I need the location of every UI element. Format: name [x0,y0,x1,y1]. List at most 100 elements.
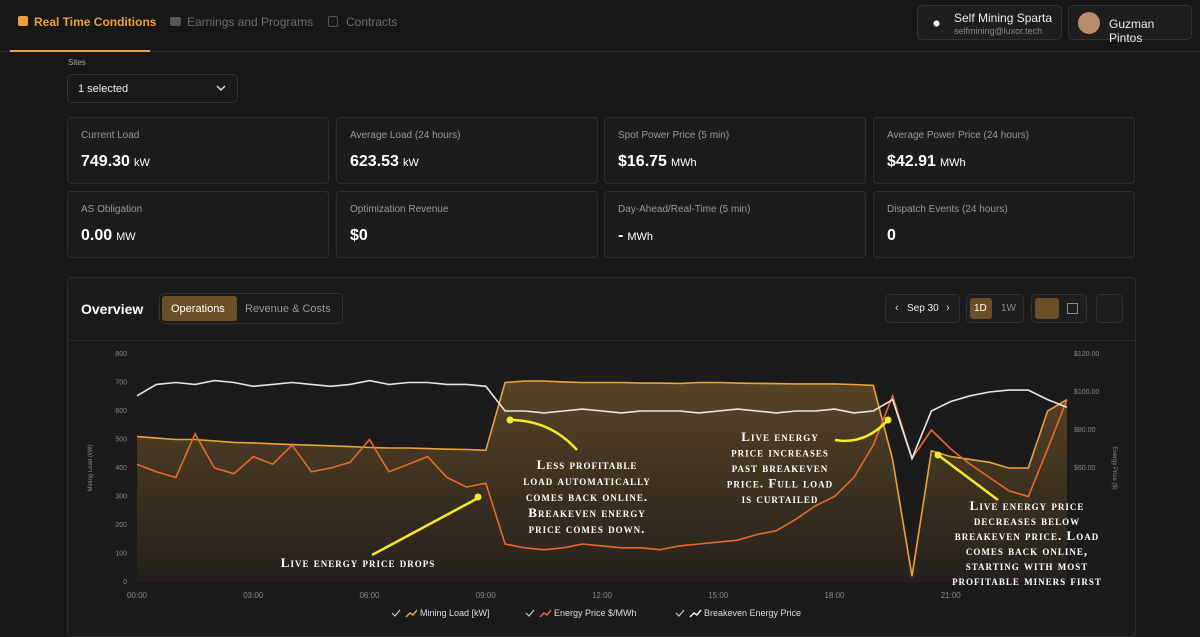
stat-card: Spot Power Price (5 min) $16.75 MWh [604,117,866,184]
annotation-text: profitable miners first [952,573,1102,588]
legend-swatch [539,609,552,618]
legend-swatch [405,609,418,618]
annotation-text: breakeven price. Load [955,528,1099,543]
tab[interactable]: Real Time Conditions [34,15,157,29]
annotation-arrow [509,418,578,451]
series-line [136,379,1068,461]
stat-number: $42.91 [887,153,936,170]
account-name: Self Mining Sparta [954,11,1053,25]
stat-card: Average Load (24 hours) 623.53 kW [336,117,598,184]
date-nav[interactable]: ‹ Sep 30 › [885,294,960,323]
top-bar: Real Time Conditions Earnings and Progra… [0,0,1200,52]
y2-tick-label: $100.00 [1074,389,1099,396]
arrow-head [884,416,892,424]
account-email: selfmining@luxor.tech [954,26,1043,36]
view-tab[interactable]: Operations [171,303,225,315]
x-tick-label: 03:00 [243,591,264,600]
legend-check [391,609,401,617]
stat-card: Average Power Price (24 hours) $42.91 MWh [873,117,1135,184]
tab-icon [18,16,28,26]
sites-label: Sites [68,58,86,67]
y-tick-label: 600 [115,408,127,415]
annotation-text: Less profitable [537,457,638,472]
y-axis-title: Mining Load (kW) [88,444,94,491]
prev[interactable]: ‹ [895,302,899,314]
display-toggle [1031,294,1087,323]
stat-card: Day-Ahead/Real-Time (5 min) - MWh [604,191,866,258]
y2-tick-label: $80.00 [1074,427,1096,434]
stat-value: 0 [887,227,896,245]
tab-icon [170,17,181,26]
stat-card: Optimization Revenue $0 [336,191,598,258]
table-view[interactable] [1067,303,1078,314]
annotation-text: price. Full load [727,476,833,491]
x-tick-label: 00:00 [127,591,148,600]
stat-value: 749.30 kW [81,153,150,171]
active-tab-indicator [10,50,150,52]
y-tick-label: 200 [115,522,127,529]
legend-label: Mining Load [kW] [420,608,490,618]
stat-value: $0 [350,227,368,245]
stat-label: Day-Ahead/Real-Time (5 min) [618,204,751,215]
sites-select[interactable]: 1 selected [67,74,238,103]
view-tabs: Operations Revenue & Costs [159,293,343,324]
sites-value: 1 selected [78,83,129,95]
y-tick-label: 400 [115,465,127,472]
y2-tick-label: $60.00 [1074,465,1096,472]
y-tick-label: 100 [115,551,127,558]
annotation-text: decreases below [974,513,1080,528]
range[interactable]: 1W [1001,303,1016,314]
legend-swatch [689,609,702,618]
stat-unit: kW [402,157,419,169]
account-button[interactable]: Self Mining Sparta selfmining@luxor.tech [917,5,1062,40]
range-toggle: 1D 1W [966,294,1024,323]
stat-number: $16.75 [618,153,667,170]
stat-card: Dispatch Events (24 hours) 0 [873,191,1135,258]
tab-icon [328,16,338,27]
x-tick-label: 12:00 [592,591,613,600]
annotation-text: Live energy [741,429,818,444]
fullscreen[interactable] [1096,294,1123,323]
range[interactable]: 1D [974,303,987,314]
y-tick-label: 0 [123,579,127,586]
stat-unit: MW [116,231,136,243]
stat-number: 0 [887,227,896,244]
y-tick-label: 800 [115,351,127,358]
stat-label: Spot Power Price (5 min) [618,130,730,141]
legend-check [525,609,535,617]
stat-label: Optimization Revenue [350,204,449,215]
view-tab[interactable]: Revenue & Costs [245,303,331,315]
range-highlight [970,298,992,319]
annotation-text: starting with most [966,558,1089,573]
chart-view[interactable] [1035,298,1059,319]
next[interactable]: › [946,302,950,314]
annotation-arrow [834,419,889,443]
annotation-text: comes back online. [526,489,648,504]
stat-number: 749.30 [81,153,130,170]
tab[interactable]: Contracts [346,15,398,29]
annotation-text: past breakeven [732,460,829,475]
legend-label: Energy Price $/MWh [554,608,637,618]
tab[interactable]: Earnings and Programs [187,15,314,29]
stat-label: Dispatch Events (24 hours) [887,204,1008,215]
annotation-arrow [371,495,481,557]
stat-unit: MWh [670,157,697,169]
annotation-text: Live energy price [970,498,1085,513]
y2-tick-label: $120.00 [1074,351,1099,358]
annotation-text: is curtailed [742,491,819,506]
stat-label: Current Load [81,130,140,141]
tab-highlight [162,296,237,321]
annotation-arrow [937,454,999,501]
y-tick-label: 300 [115,494,127,501]
avatar [1078,12,1100,34]
y2-axis-title: Energy Price ($) [1111,446,1117,489]
stat-value: $42.91 MWh [887,153,966,171]
user-button[interactable]: Guzman Pintos [1068,5,1192,45]
stat-value: 623.53 kW [350,153,419,171]
annotation-text: price comes down. [529,521,646,536]
stat-label: Average Load (24 hours) [350,130,461,141]
annotation-text: Breakeven energy [528,505,645,520]
annotation-text: load automatically [523,473,651,488]
